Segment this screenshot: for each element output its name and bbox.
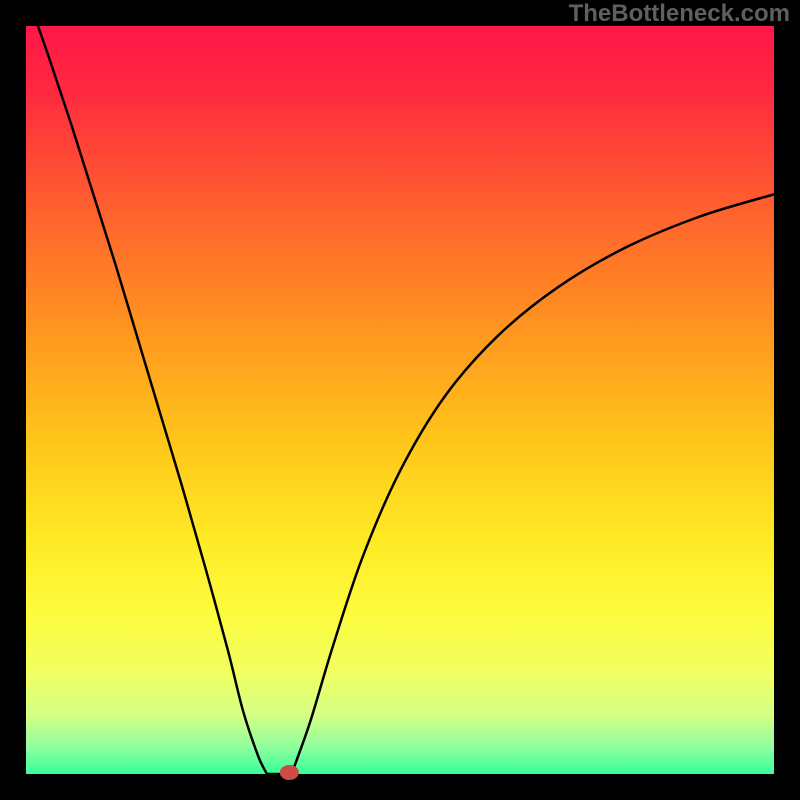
watermark-text: TheBottleneck.com (569, 0, 790, 28)
bottleneck-chart (0, 0, 800, 800)
optimum-marker (280, 766, 298, 780)
plot-background (26, 26, 774, 774)
